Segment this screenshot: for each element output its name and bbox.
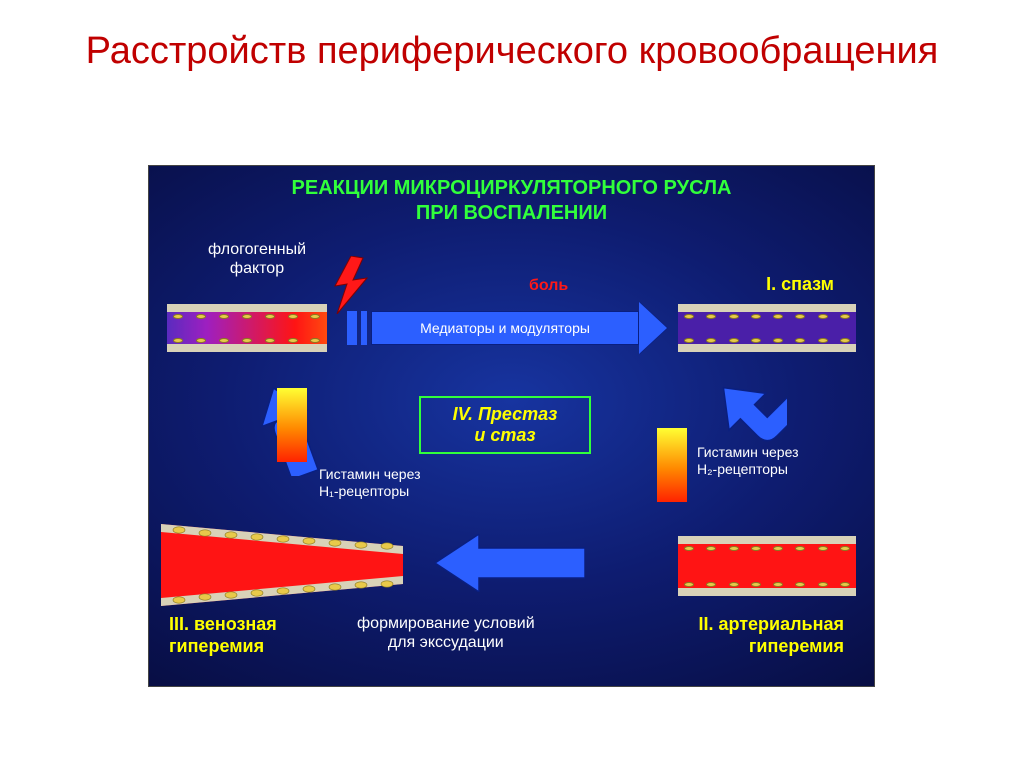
lightning-icon: [329, 256, 371, 314]
mediator-label: Медиаторы и модуляторы: [371, 311, 639, 345]
label-hist-h1: Гистамин черезН₁-рецепторы: [319, 466, 421, 500]
arrow-spasm-to-arterial: [709, 366, 787, 456]
label-stage3: III. венознаягиперемия: [169, 614, 277, 657]
diagram-title: РЕАКЦИИ МИКРОЦИРКУЛЯТОРНОГО РУСЛАПРИ ВОС…: [292, 176, 732, 226]
label-hist-h2: Гистамин черезН₂-рецепторы: [697, 444, 799, 478]
label-exsudation: формирование условийдля экссудации: [357, 614, 535, 652]
label-pain: боль: [529, 276, 568, 295]
vessel-venous-hyperemia: [161, 524, 403, 606]
vessel-injury: [167, 304, 327, 352]
label-phlogogen: флогогенныйфактор: [187, 240, 327, 278]
label-stage1: I. спазм: [766, 274, 834, 296]
page-title: Расстройств периферического кровообращен…: [0, 0, 1024, 76]
vessel-spasm: [678, 304, 856, 352]
microcirculation-diagram: РЕАКЦИИ МИКРОЦИРКУЛЯТОРНОГО РУСЛАПРИ ВОС…: [148, 165, 875, 687]
arrow-arterial-to-venous: [435, 534, 585, 592]
vessel-arterial-hyperemia: [678, 536, 856, 596]
label-stage2: II. артериальнаягиперемия: [698, 614, 844, 657]
mediator-arrow: Медиаторы и модуляторы: [347, 311, 667, 345]
center-box-prestasis: IV. Престази стаз: [419, 396, 591, 454]
gradient-bar-right: [657, 428, 687, 502]
gradient-bar-left: [277, 388, 307, 462]
